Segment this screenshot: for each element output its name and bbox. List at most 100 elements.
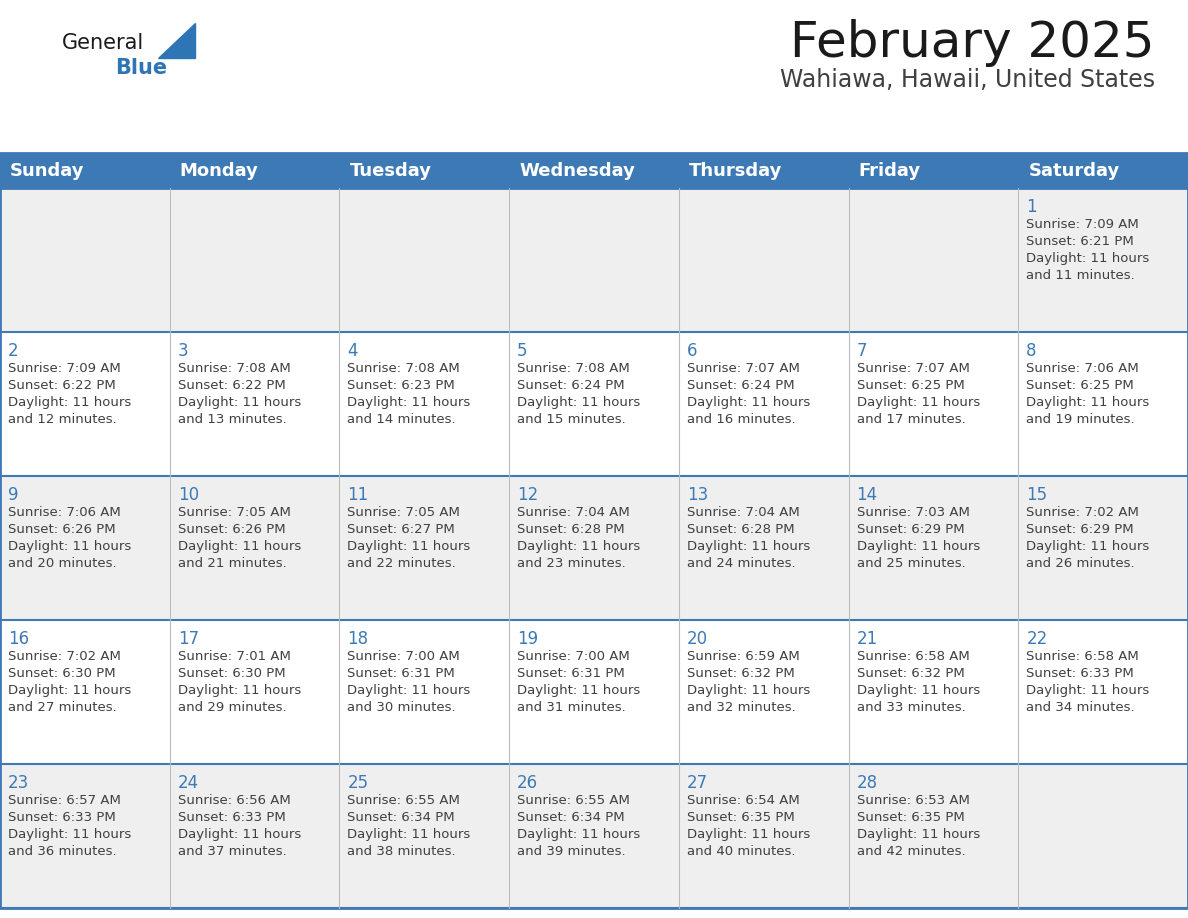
Text: 4: 4 bbox=[347, 342, 358, 360]
Bar bbox=[678, 188, 848, 332]
Text: Daylight: 11 hours: Daylight: 11 hours bbox=[857, 396, 980, 409]
Text: and 25 minutes.: and 25 minutes. bbox=[857, 557, 966, 570]
Text: 23: 23 bbox=[8, 774, 30, 792]
Bar bbox=[510, 764, 678, 908]
Bar bbox=[1018, 620, 1188, 764]
Text: Daylight: 11 hours: Daylight: 11 hours bbox=[178, 540, 301, 553]
Text: Sunset: 6:33 PM: Sunset: 6:33 PM bbox=[1026, 667, 1135, 680]
Text: Sunset: 6:26 PM: Sunset: 6:26 PM bbox=[178, 523, 285, 536]
Text: and 37 minutes.: and 37 minutes. bbox=[178, 845, 286, 858]
Text: 3: 3 bbox=[178, 342, 189, 360]
Text: Sunday: Sunday bbox=[10, 162, 84, 180]
Text: and 15 minutes.: and 15 minutes. bbox=[517, 413, 626, 426]
Text: Sunrise: 7:08 AM: Sunrise: 7:08 AM bbox=[517, 362, 630, 375]
Text: Daylight: 11 hours: Daylight: 11 hours bbox=[178, 684, 301, 697]
Text: Daylight: 11 hours: Daylight: 11 hours bbox=[1026, 396, 1150, 409]
Text: Sunset: 6:22 PM: Sunset: 6:22 PM bbox=[8, 379, 115, 392]
Text: Sunset: 6:22 PM: Sunset: 6:22 PM bbox=[178, 379, 285, 392]
Text: Daylight: 11 hours: Daylight: 11 hours bbox=[517, 828, 640, 841]
Bar bbox=[1018, 476, 1188, 620]
Bar bbox=[510, 620, 678, 764]
Text: Sunrise: 7:00 AM: Sunrise: 7:00 AM bbox=[517, 650, 630, 663]
Text: and 24 minutes.: and 24 minutes. bbox=[687, 557, 796, 570]
Text: Daylight: 11 hours: Daylight: 11 hours bbox=[178, 396, 301, 409]
Text: Sunrise: 7:03 AM: Sunrise: 7:03 AM bbox=[857, 506, 969, 519]
Text: Sunrise: 7:07 AM: Sunrise: 7:07 AM bbox=[857, 362, 969, 375]
Text: Sunrise: 6:53 AM: Sunrise: 6:53 AM bbox=[857, 794, 969, 807]
Text: Daylight: 11 hours: Daylight: 11 hours bbox=[8, 540, 131, 553]
Text: 26: 26 bbox=[517, 774, 538, 792]
Text: 10: 10 bbox=[178, 486, 198, 504]
Bar bbox=[678, 332, 848, 476]
Text: Sunrise: 7:02 AM: Sunrise: 7:02 AM bbox=[1026, 506, 1139, 519]
Bar bbox=[678, 476, 848, 620]
Text: and 40 minutes.: and 40 minutes. bbox=[687, 845, 795, 858]
Text: Daylight: 11 hours: Daylight: 11 hours bbox=[8, 684, 131, 697]
Text: February 2025: February 2025 bbox=[790, 19, 1155, 67]
Text: Saturday: Saturday bbox=[1029, 162, 1119, 180]
Text: Daylight: 11 hours: Daylight: 11 hours bbox=[687, 828, 810, 841]
Text: Daylight: 11 hours: Daylight: 11 hours bbox=[857, 684, 980, 697]
Text: Wednesday: Wednesday bbox=[519, 162, 636, 180]
Bar bbox=[170, 188, 340, 332]
Text: Sunrise: 6:58 AM: Sunrise: 6:58 AM bbox=[1026, 650, 1139, 663]
Text: Sunset: 6:33 PM: Sunset: 6:33 PM bbox=[178, 811, 285, 824]
Text: and 30 minutes.: and 30 minutes. bbox=[347, 701, 456, 714]
Text: 22: 22 bbox=[1026, 630, 1048, 648]
Bar bbox=[170, 620, 340, 764]
Bar bbox=[340, 764, 510, 908]
Text: Sunrise: 7:05 AM: Sunrise: 7:05 AM bbox=[178, 506, 291, 519]
Text: and 36 minutes.: and 36 minutes. bbox=[8, 845, 116, 858]
Text: Sunrise: 7:07 AM: Sunrise: 7:07 AM bbox=[687, 362, 800, 375]
Bar bbox=[678, 764, 848, 908]
Bar bbox=[678, 620, 848, 764]
Text: 1: 1 bbox=[1026, 198, 1037, 216]
Text: and 20 minutes.: and 20 minutes. bbox=[8, 557, 116, 570]
Text: Sunrise: 6:55 AM: Sunrise: 6:55 AM bbox=[517, 794, 630, 807]
Text: and 31 minutes.: and 31 minutes. bbox=[517, 701, 626, 714]
Text: Sunrise: 7:06 AM: Sunrise: 7:06 AM bbox=[1026, 362, 1139, 375]
Text: 11: 11 bbox=[347, 486, 368, 504]
Text: and 32 minutes.: and 32 minutes. bbox=[687, 701, 796, 714]
Bar bbox=[510, 188, 678, 332]
Text: and 38 minutes.: and 38 minutes. bbox=[347, 845, 456, 858]
Bar bbox=[340, 476, 510, 620]
Text: and 19 minutes.: and 19 minutes. bbox=[1026, 413, 1135, 426]
Text: and 17 minutes.: and 17 minutes. bbox=[857, 413, 966, 426]
Text: 16: 16 bbox=[8, 630, 30, 648]
Text: Daylight: 11 hours: Daylight: 11 hours bbox=[857, 828, 980, 841]
Text: Daylight: 11 hours: Daylight: 11 hours bbox=[857, 540, 980, 553]
Text: and 29 minutes.: and 29 minutes. bbox=[178, 701, 286, 714]
Text: Sunset: 6:28 PM: Sunset: 6:28 PM bbox=[687, 523, 795, 536]
Text: Sunset: 6:21 PM: Sunset: 6:21 PM bbox=[1026, 235, 1135, 248]
Text: Sunset: 6:30 PM: Sunset: 6:30 PM bbox=[8, 667, 115, 680]
Text: General: General bbox=[62, 33, 144, 53]
Text: Sunrise: 6:58 AM: Sunrise: 6:58 AM bbox=[857, 650, 969, 663]
Text: Sunset: 6:28 PM: Sunset: 6:28 PM bbox=[517, 523, 625, 536]
Text: 20: 20 bbox=[687, 630, 708, 648]
Text: Blue: Blue bbox=[115, 58, 168, 78]
Bar bbox=[340, 332, 510, 476]
Text: and 13 minutes.: and 13 minutes. bbox=[178, 413, 286, 426]
Text: Sunrise: 6:57 AM: Sunrise: 6:57 AM bbox=[8, 794, 121, 807]
Text: Daylight: 11 hours: Daylight: 11 hours bbox=[8, 828, 131, 841]
Text: Sunset: 6:34 PM: Sunset: 6:34 PM bbox=[517, 811, 625, 824]
Text: Sunset: 6:30 PM: Sunset: 6:30 PM bbox=[178, 667, 285, 680]
Text: Sunrise: 7:04 AM: Sunrise: 7:04 AM bbox=[687, 506, 800, 519]
Bar bbox=[1018, 332, 1188, 476]
Text: Sunset: 6:24 PM: Sunset: 6:24 PM bbox=[687, 379, 795, 392]
Text: Thursday: Thursday bbox=[689, 162, 782, 180]
Text: 8: 8 bbox=[1026, 342, 1037, 360]
Text: 24: 24 bbox=[178, 774, 198, 792]
Bar bbox=[848, 332, 1018, 476]
Bar bbox=[340, 188, 510, 332]
Text: Sunrise: 7:00 AM: Sunrise: 7:00 AM bbox=[347, 650, 460, 663]
Text: Sunset: 6:31 PM: Sunset: 6:31 PM bbox=[517, 667, 625, 680]
Text: and 11 minutes.: and 11 minutes. bbox=[1026, 269, 1135, 282]
Text: and 22 minutes.: and 22 minutes. bbox=[347, 557, 456, 570]
Text: Sunset: 6:33 PM: Sunset: 6:33 PM bbox=[8, 811, 115, 824]
Bar bbox=[0, 764, 170, 908]
Polygon shape bbox=[158, 23, 195, 58]
Text: and 21 minutes.: and 21 minutes. bbox=[178, 557, 286, 570]
Text: Sunset: 6:27 PM: Sunset: 6:27 PM bbox=[347, 523, 455, 536]
